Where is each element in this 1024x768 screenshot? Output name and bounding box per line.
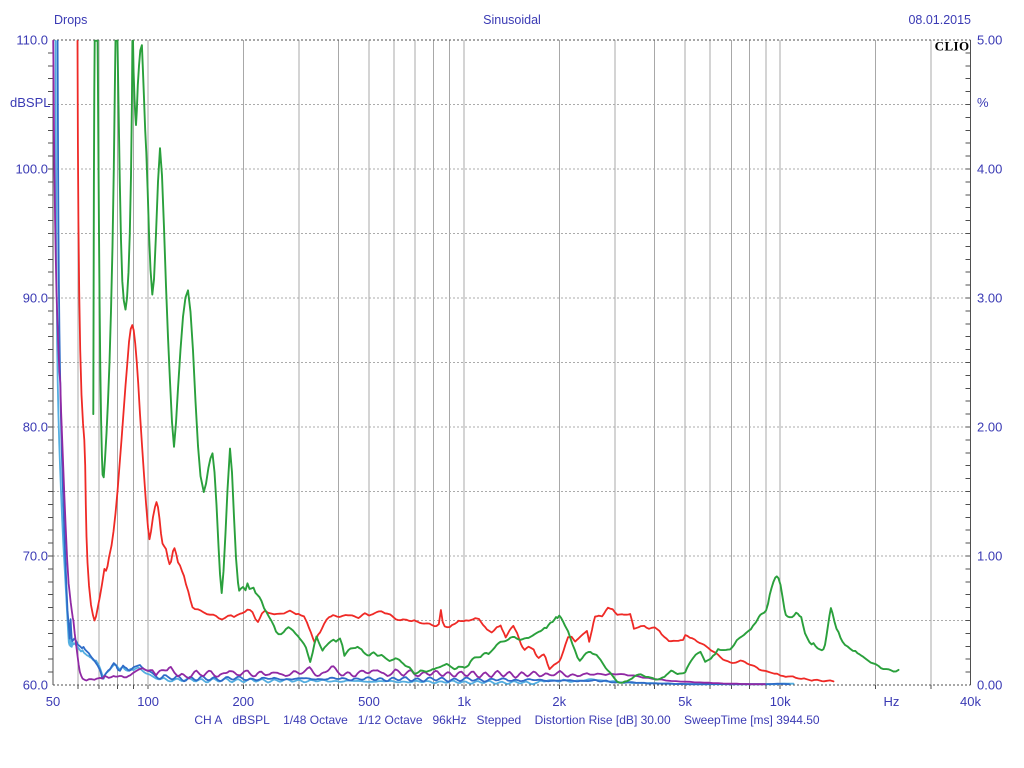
svg-text:1.00: 1.00: [977, 549, 1002, 564]
svg-text:%: %: [977, 95, 989, 110]
svg-text:CH A dBSPL 1/48 Octave: CH A dBSPL 1/48 Octave 1/12 Octave 96kHz…: [194, 713, 820, 727]
svg-text:500: 500: [358, 694, 380, 709]
svg-text:90.0: 90.0: [23, 291, 48, 306]
svg-text:1k: 1k: [457, 694, 471, 709]
svg-text:60.0: 60.0: [23, 678, 48, 693]
svg-text:40k: 40k: [960, 694, 981, 709]
svg-text:0.00: 0.00: [977, 678, 1002, 693]
svg-text:Sinusoidal: Sinusoidal: [483, 13, 541, 27]
svg-text:5.00: 5.00: [977, 33, 1002, 48]
svg-text:4.00: 4.00: [977, 162, 1002, 177]
svg-text:50: 50: [46, 694, 60, 709]
svg-text:Drops: Drops: [54, 13, 87, 27]
svg-text:70.0: 70.0: [23, 549, 48, 564]
svg-text:Hz: Hz: [884, 694, 900, 709]
svg-text:dBSPL: dBSPL: [10, 95, 50, 110]
svg-text:110.0: 110.0: [16, 33, 48, 48]
svg-text:10k: 10k: [770, 694, 791, 709]
svg-text:200: 200: [232, 694, 254, 709]
svg-text:80.0: 80.0: [23, 420, 48, 435]
svg-text:100.0: 100.0: [15, 162, 48, 177]
svg-text:3.00: 3.00: [977, 291, 1002, 306]
svg-text:100: 100: [137, 694, 159, 709]
svg-text:5k: 5k: [678, 694, 692, 709]
svg-text:2.00: 2.00: [977, 420, 1002, 435]
svg-text:08.01.2015: 08.01.2015: [908, 13, 971, 27]
svg-text:CLIO: CLIO: [935, 39, 970, 54]
svg-text:2k: 2k: [552, 694, 566, 709]
